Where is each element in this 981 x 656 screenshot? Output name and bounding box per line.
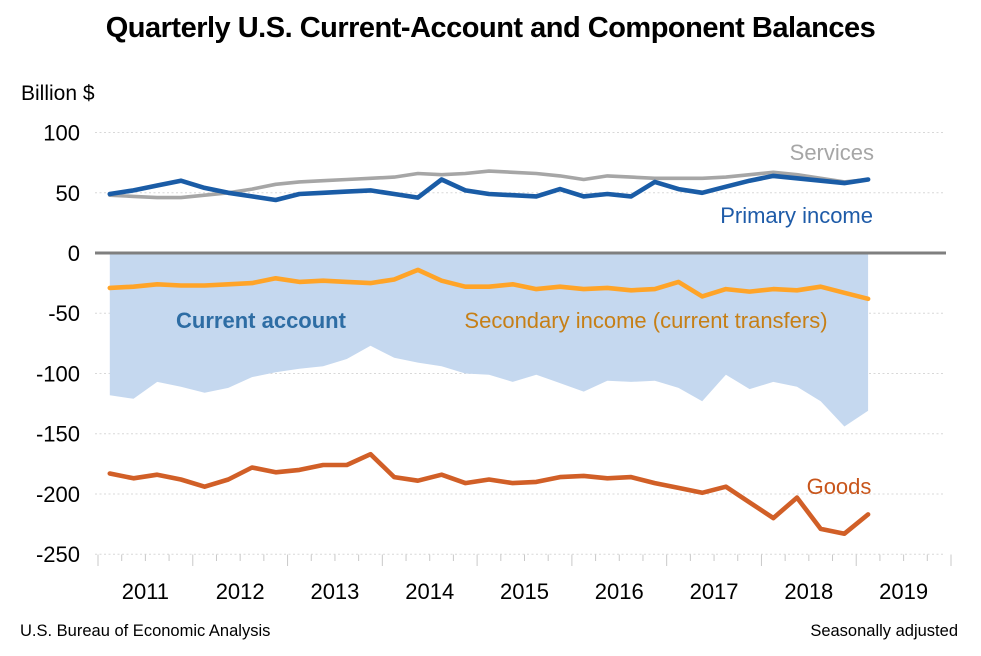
x-year-label: 2018 — [784, 579, 833, 604]
secondary-income-current-transfers-line — [107, 267, 871, 302]
y-tick-label: -100 — [36, 361, 80, 386]
y-tick-label: -200 — [36, 482, 80, 507]
y-tick-label: 50 — [56, 181, 80, 206]
y-tick-label: 0 — [68, 241, 80, 266]
x-year-label: 2011 — [122, 579, 169, 604]
current-account-label: Current account — [176, 308, 347, 333]
x-year-label: 2013 — [310, 579, 359, 604]
services-line — [108, 169, 870, 200]
y-axis-unit-label: Billion $ — [21, 82, 95, 105]
secondary-income-current-transfers-label: Secondary income (current transfers) — [464, 308, 827, 333]
goods-label: Goods — [807, 474, 872, 499]
y-tick-label: 100 — [43, 121, 80, 146]
x-year-label: 2012 — [216, 579, 265, 604]
primary-income-line — [107, 173, 871, 203]
y-tick-label: -50 — [48, 301, 80, 326]
x-year-label: 2016 — [595, 579, 644, 604]
x-year-label: 2019 — [879, 579, 928, 604]
goods-line — [107, 451, 871, 537]
adjustment-note: Seasonally adjusted — [810, 622, 958, 640]
services-label: Services — [790, 140, 874, 165]
x-year-label: 2015 — [500, 579, 549, 604]
x-year-label: 2017 — [690, 579, 739, 604]
source-note: U.S. Bureau of Economic Analysis — [20, 622, 271, 640]
x-year-label: 2014 — [405, 579, 454, 604]
chart-title: Quarterly U.S. Current-Account and Compo… — [105, 12, 876, 44]
current-account-area — [109, 253, 869, 427]
y-tick-label: -150 — [36, 422, 80, 447]
y-tick-label: -250 — [36, 542, 80, 567]
primary-income-label: Primary income — [720, 203, 873, 228]
